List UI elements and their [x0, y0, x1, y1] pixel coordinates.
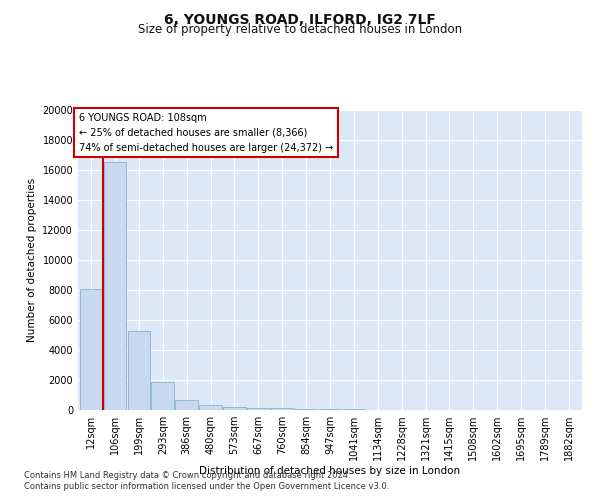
Text: Size of property relative to detached houses in London: Size of property relative to detached ho…: [138, 22, 462, 36]
Bar: [80, 288, 103, 410]
Bar: [128, 330, 150, 410]
Bar: [319, 409, 341, 410]
Bar: [223, 407, 246, 410]
Bar: [104, 162, 127, 410]
Bar: [175, 400, 198, 410]
Bar: [247, 408, 269, 410]
Bar: [199, 405, 222, 410]
Text: 6 YOUNGS ROAD: 108sqm
← 25% of detached houses are smaller (8,366)
74% of semi-d: 6 YOUNGS ROAD: 108sqm ← 25% of detached …: [79, 113, 333, 152]
Bar: [295, 409, 317, 410]
X-axis label: Distribution of detached houses by size in London: Distribution of detached houses by size …: [199, 466, 461, 476]
Y-axis label: Number of detached properties: Number of detached properties: [27, 178, 37, 342]
Text: Contains public sector information licensed under the Open Government Licence v3: Contains public sector information licen…: [24, 482, 389, 491]
Bar: [151, 382, 174, 410]
Text: 6, YOUNGS ROAD, ILFORD, IG2 7LF: 6, YOUNGS ROAD, ILFORD, IG2 7LF: [164, 12, 436, 26]
Text: Contains HM Land Registry data © Crown copyright and database right 2024.: Contains HM Land Registry data © Crown c…: [24, 470, 350, 480]
Bar: [271, 408, 293, 410]
